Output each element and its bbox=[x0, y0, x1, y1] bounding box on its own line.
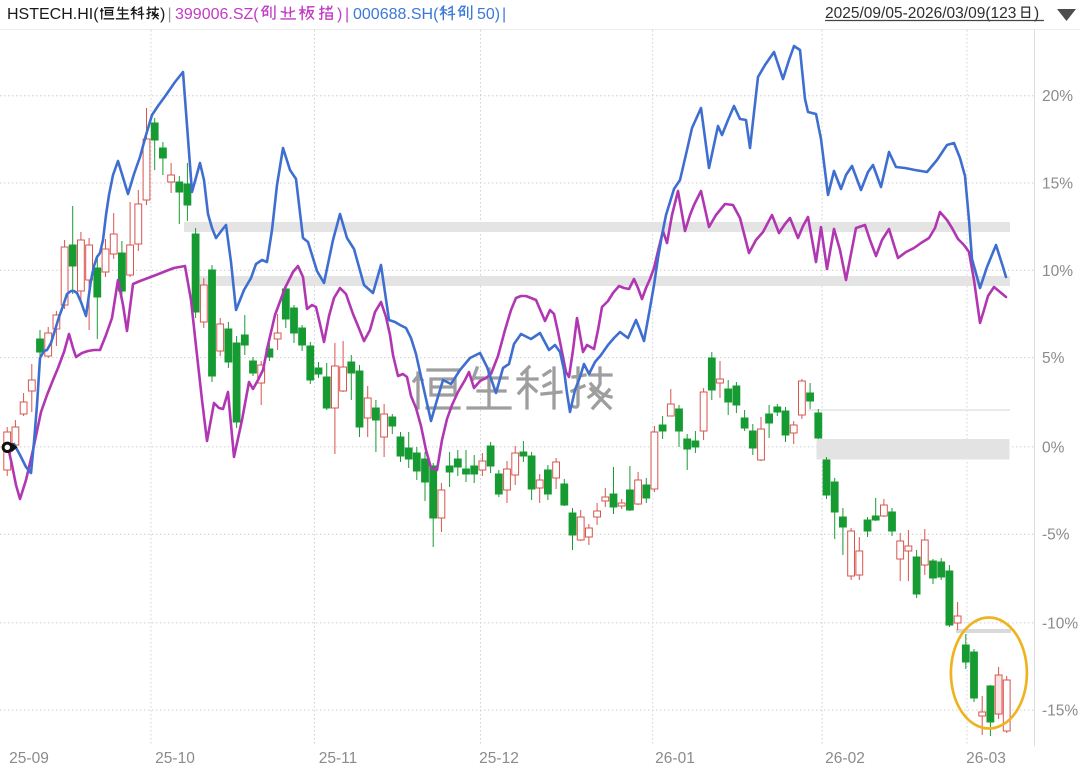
svg-text:26-01: 26-01 bbox=[655, 750, 695, 767]
svg-text:-5%: -5% bbox=[1042, 527, 1070, 544]
svg-text:): ) bbox=[160, 6, 165, 23]
svg-text:25-12: 25-12 bbox=[479, 750, 519, 767]
svg-text:25-10: 25-10 bbox=[155, 750, 195, 767]
svg-text:15%: 15% bbox=[1042, 176, 1073, 193]
svg-text:|: | bbox=[168, 6, 172, 23]
svg-text:|: | bbox=[345, 6, 349, 23]
svg-text:26-02: 26-02 bbox=[825, 750, 865, 767]
svg-text:5%: 5% bbox=[1042, 350, 1065, 367]
svg-text:): ) bbox=[1034, 5, 1039, 22]
svg-text:399006.SZ(: 399006.SZ( bbox=[175, 6, 259, 23]
svg-text:50): 50) bbox=[477, 6, 500, 23]
svg-text:-15%: -15% bbox=[1042, 703, 1078, 720]
svg-text:20%: 20% bbox=[1042, 88, 1073, 105]
svg-text:10%: 10% bbox=[1042, 263, 1073, 280]
svg-text:0%: 0% bbox=[1042, 439, 1065, 456]
svg-text:): ) bbox=[337, 6, 342, 23]
svg-text:25-09: 25-09 bbox=[9, 750, 49, 767]
svg-text:-10%: -10% bbox=[1042, 615, 1078, 632]
svg-text:|: | bbox=[502, 6, 506, 23]
svg-text:25-11: 25-11 bbox=[319, 750, 358, 767]
svg-text:2025/09/05-2026/03/09(123: 2025/09/05-2026/03/09(123 bbox=[825, 5, 1016, 22]
svg-text:HSTECH.HI(: HSTECH.HI( bbox=[7, 6, 99, 23]
svg-text:000688.SH(: 000688.SH( bbox=[353, 6, 439, 23]
svg-text:26-03: 26-03 bbox=[966, 750, 1006, 767]
